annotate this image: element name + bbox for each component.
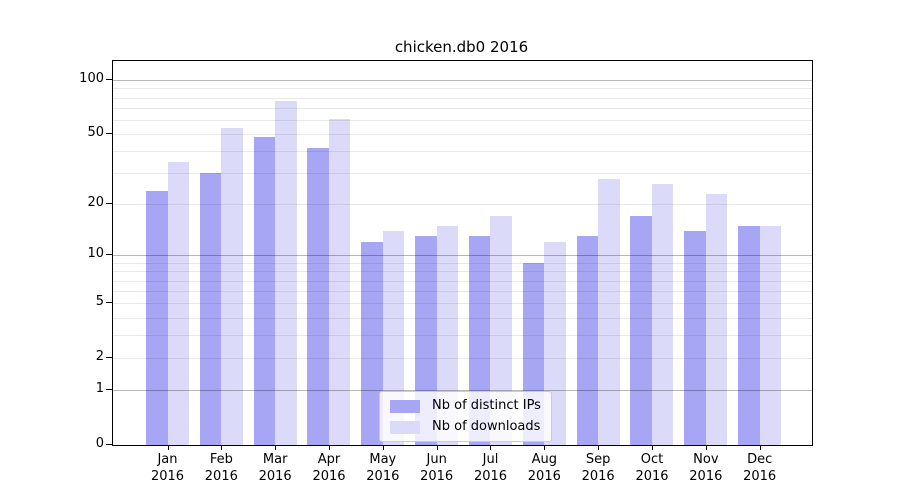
- bar-nb-of-downloads: [651, 184, 674, 445]
- y-tick-mark: [106, 79, 112, 81]
- x-tick-mark: [490, 445, 492, 450]
- bar-nb-of-downloads: [598, 178, 620, 445]
- y-tick-label: 2: [95, 349, 104, 365]
- y-tick-mark: [106, 357, 112, 359]
- x-tick-label: Sep 2016: [581, 452, 615, 484]
- x-tick-mark: [221, 445, 223, 450]
- legend-swatch-distinct-ips: [390, 399, 420, 413]
- legend-label-downloads: Nb of downloads: [432, 419, 541, 434]
- gridline: [113, 335, 812, 337]
- gridline: [113, 390, 812, 392]
- gridline: [113, 80, 812, 82]
- x-tick-mark: [275, 445, 277, 450]
- y-tick-label: 1: [95, 381, 104, 397]
- bar-nb-of-distinct-ips: [576, 236, 599, 445]
- bar-nb-of-downloads: [328, 118, 351, 445]
- legend-row: Nb of distinct IPs: [390, 398, 541, 414]
- gridline: [113, 151, 812, 153]
- x-tick-label: Dec 2016: [743, 452, 777, 484]
- x-tick-label: Jul 2016: [473, 452, 508, 484]
- gridline: [113, 255, 812, 257]
- y-tick-mark: [106, 133, 112, 135]
- bar-nb-of-downloads: [436, 225, 459, 445]
- x-tick-label: Oct 2016: [635, 452, 669, 484]
- bar-nb-of-downloads: [705, 193, 728, 445]
- gridline: [113, 134, 812, 136]
- bar-nb-of-distinct-ips: [684, 230, 706, 445]
- y-tick-label: 20: [87, 195, 104, 211]
- legend-row: Nb of downloads: [390, 419, 541, 435]
- y-tick-mark: [106, 389, 112, 391]
- x-tick-mark: [759, 445, 761, 450]
- gridline: [113, 173, 812, 175]
- legend-swatch-downloads: [390, 420, 420, 434]
- x-tick-mark: [651, 445, 653, 450]
- gridline: [113, 204, 812, 206]
- y-tick-label: 50: [87, 125, 104, 141]
- gridline: [113, 317, 812, 319]
- bar-nb-of-distinct-ips: [146, 190, 168, 445]
- y-tick-label: 0: [95, 436, 104, 451]
- x-tick-mark: [328, 445, 330, 450]
- bar-nb-of-distinct-ips: [630, 216, 652, 445]
- y-tick-label: 100: [79, 71, 104, 87]
- y-tick-mark: [106, 444, 112, 445]
- y-tick-mark: [106, 203, 112, 205]
- x-tick-mark: [167, 445, 169, 450]
- x-tick-mark: [382, 445, 384, 450]
- x-tick-label: Feb 2016: [204, 452, 238, 484]
- gridline: [113, 88, 812, 90]
- bar-nb-of-distinct-ips: [361, 242, 383, 445]
- x-tick-label: Apr 2016: [312, 452, 346, 484]
- gridline: [113, 97, 812, 99]
- gridline: [113, 119, 812, 121]
- bar-nb-of-downloads: [275, 100, 297, 445]
- y-tick-mark: [106, 302, 112, 304]
- gridline: [113, 291, 812, 293]
- gridline: [113, 358, 812, 360]
- y-tick-label: 10: [87, 246, 104, 262]
- gridline: [113, 262, 812, 264]
- x-tick-label: Mar 2016: [258, 452, 292, 484]
- legend-label-distinct-ips: Nb of distinct IPs: [432, 398, 541, 413]
- plot-area: Nb of distinct IPs Nb of downloads: [112, 60, 813, 446]
- bar-nb-of-distinct-ips: [307, 147, 329, 445]
- bar-nb-of-distinct-ips: [199, 173, 222, 445]
- bar-nb-of-downloads: [759, 225, 782, 445]
- bar-nb-of-downloads: [167, 161, 189, 445]
- x-tick-mark: [436, 445, 438, 450]
- legend: Nb of distinct IPs Nb of downloads: [379, 391, 552, 442]
- x-tick-label: May 2016: [366, 452, 400, 484]
- bar-nb-of-downloads: [221, 128, 243, 445]
- gridline: [113, 280, 812, 282]
- bar-nb-of-distinct-ips: [253, 137, 276, 445]
- x-tick-mark: [705, 445, 707, 450]
- x-tick-label: Jun 2016: [420, 452, 454, 484]
- chart-title: chicken.db0 2016: [394, 38, 529, 56]
- x-tick-mark: [598, 445, 600, 450]
- y-tick-mark: [106, 254, 112, 256]
- bar-nb-of-distinct-ips: [738, 225, 760, 445]
- y-tick-label: 5: [95, 294, 104, 310]
- gridline: [113, 303, 812, 305]
- x-tick-label: Nov 2016: [689, 452, 723, 484]
- x-tick-label: Jan 2016: [150, 452, 185, 484]
- gridline: [113, 107, 812, 109]
- gridline: [113, 271, 812, 273]
- bar-nb-of-downloads: [490, 216, 512, 445]
- x-tick-mark: [544, 445, 546, 450]
- x-tick-label: Aug 2016: [527, 452, 561, 484]
